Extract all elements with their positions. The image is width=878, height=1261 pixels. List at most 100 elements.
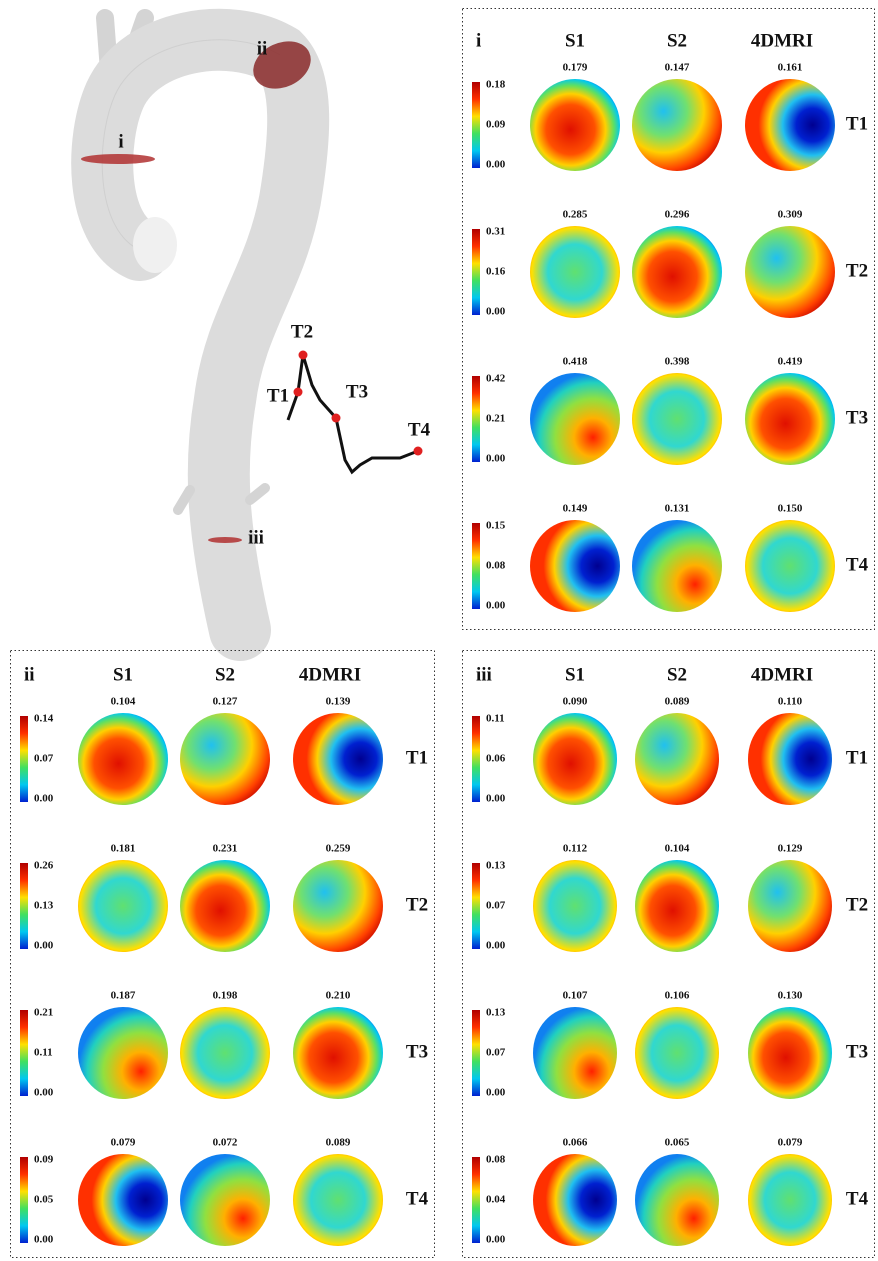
colorbar-tick: 0.00 [486,793,506,805]
colorbar [20,1010,28,1096]
max-value: 0.066 [563,1137,588,1149]
colorbar-tick: 0.13 [486,860,506,872]
colorbar-tick: 0.00 [486,1234,506,1246]
colorbar-tick: 0.09 [34,1154,54,1166]
section-label: iii [248,527,264,548]
velocity-map [530,79,620,171]
velocity-map [293,713,383,805]
max-value: 0.210 [326,990,351,1002]
column-header: 4DMRI [751,30,813,51]
time-point [331,413,341,423]
colorbar-tick: 0.16 [486,266,506,278]
colorbar [472,1157,480,1243]
column-header: 4DMRI [299,664,361,685]
time-label: T3 [406,1041,428,1062]
velocity-map [78,713,168,805]
colorbar-tick: 0.07 [486,1047,506,1059]
max-value: 0.285 [563,209,588,221]
max-value: 0.418 [563,356,588,368]
time-label: T4 [846,554,869,575]
colorbar [472,82,480,168]
column-header: S1 [565,30,585,51]
colorbar-tick: 0.06 [486,753,506,765]
colorbar [20,716,28,802]
section-label: ii [257,38,268,59]
velocity-map [530,226,620,318]
max-value: 0.107 [563,990,588,1002]
colorbar-tick: 0.00 [486,159,506,171]
velocity-map [530,520,620,612]
colorbar-tick: 0.07 [486,900,506,912]
colorbar-tick: 0.11 [486,713,505,725]
panel: ii S1 S2 4DMRI 0.14 0.07 0.00 0.104 0.127 0.139 T1… [10,650,435,1258]
max-value: 0.072 [213,1137,238,1149]
velocity-map [180,860,270,952]
time-point [293,387,303,397]
time-label: T3 [846,1041,868,1062]
max-value: 0.139 [326,696,351,708]
aorta-illustration: i ii iii T1 T2 T3 T4 [71,8,431,661]
colorbar [472,1010,480,1096]
waveform-label: T2 [291,321,313,342]
waveform-label: T4 [408,419,431,440]
time-label: T1 [846,113,868,134]
colorbar-tick: 0.00 [486,1087,506,1099]
colorbar-tick: 0.00 [34,1234,54,1246]
velocity-map [748,1007,832,1099]
time-label: T1 [406,747,428,768]
max-value: 0.150 [778,503,803,515]
max-value: 0.147 [665,62,690,74]
max-value: 0.130 [778,990,803,1002]
velocity-map [293,1154,383,1246]
colorbar-tick: 0.42 [486,373,506,385]
max-value: 0.296 [665,209,690,221]
velocity-map [533,1154,617,1246]
colorbar-tick: 0.18 [486,79,506,91]
velocity-map [78,1007,168,1099]
velocity-map [293,860,383,952]
colorbar-tick: 0.21 [34,1007,53,1019]
colorbar-tick: 0.13 [486,1007,506,1019]
colorbar-tick: 0.13 [34,900,54,912]
colorbar-tick: 0.00 [486,600,506,612]
max-value: 0.079 [111,1137,136,1149]
velocity-map [78,1154,168,1246]
panel-label: ii [24,664,35,685]
max-value: 0.089 [665,696,690,708]
panel-border [462,650,875,1258]
time-label: T3 [846,407,868,428]
max-value: 0.104 [665,843,690,855]
velocity-map [745,520,835,612]
colorbar-tick: 0.00 [34,940,54,952]
max-value: 0.089 [326,1137,351,1149]
max-value: 0.419 [778,356,803,368]
velocity-map [533,860,617,952]
max-value: 0.259 [326,843,351,855]
max-value: 0.398 [665,356,690,368]
colorbar [472,863,480,949]
colorbar-tick: 0.04 [486,1194,506,1206]
time-point [413,446,423,456]
max-value: 0.104 [111,696,136,708]
section-label: i [118,131,123,152]
max-value: 0.149 [563,503,588,515]
colorbar-tick: 0.08 [486,560,506,572]
panel-border [10,650,435,1258]
velocity-map [745,373,835,465]
colorbar [472,523,480,609]
velocity-map [78,860,168,952]
velocity-map [748,860,832,952]
max-value: 0.127 [213,696,238,708]
max-value: 0.309 [778,209,803,221]
time-label: T2 [846,260,868,281]
max-value: 0.187 [111,990,136,1002]
velocity-map [293,1007,383,1099]
panel: iii S1 S2 4DMRI 0.11 0.06 0.00 0.090 0.089 0.110 T… [462,650,875,1258]
panel-label: i [476,30,481,51]
colorbar-tick: 0.00 [34,1087,54,1099]
waveform [286,354,419,475]
panel-label: iii [476,664,492,685]
colorbar-tick: 0.07 [34,753,54,765]
velocity-map [748,1154,832,1246]
time-label: T1 [846,747,868,768]
